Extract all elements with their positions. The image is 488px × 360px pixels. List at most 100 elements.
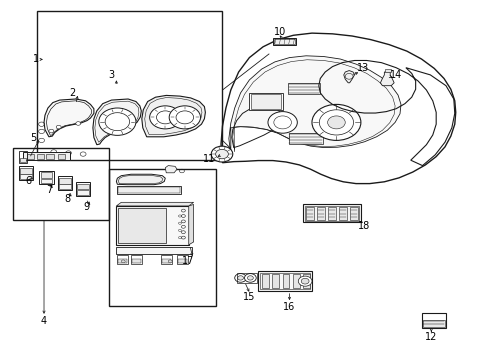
Circle shape [49, 129, 54, 133]
Polygon shape [116, 202, 193, 206]
Polygon shape [343, 71, 354, 83]
Bar [118, 208, 166, 243]
Bar [39, 171, 54, 184]
Bar [422, 320, 444, 327]
Bar [116, 206, 188, 245]
Circle shape [215, 149, 228, 159]
Text: 11: 11 [203, 154, 215, 164]
Bar [46, 154, 54, 159]
Bar [327, 207, 335, 220]
Polygon shape [165, 166, 177, 173]
Circle shape [311, 104, 360, 140]
Circle shape [327, 116, 345, 129]
Bar [117, 255, 128, 264]
Bar [131, 255, 142, 264]
Bar [19, 166, 33, 180]
Text: 12: 12 [424, 332, 437, 342]
Text: 15: 15 [243, 292, 255, 302]
Circle shape [298, 276, 311, 286]
Bar [41, 179, 52, 183]
Bar [251, 94, 280, 109]
Circle shape [121, 260, 125, 263]
Bar [305, 207, 313, 220]
Bar [19, 151, 27, 163]
Text: 1: 1 [33, 54, 39, 64]
Polygon shape [288, 133, 322, 144]
Polygon shape [116, 174, 165, 185]
Bar [58, 154, 65, 159]
Circle shape [247, 276, 253, 280]
Circle shape [169, 106, 200, 129]
Bar [117, 186, 181, 194]
Bar [339, 207, 346, 220]
Circle shape [149, 106, 181, 129]
Bar [77, 184, 89, 189]
Circle shape [301, 278, 308, 284]
Circle shape [267, 112, 297, 133]
Circle shape [56, 125, 61, 129]
Bar [161, 255, 172, 264]
Bar [316, 207, 324, 220]
Bar [273, 39, 295, 44]
Bar [59, 178, 71, 184]
Bar [20, 158, 26, 162]
Bar [178, 259, 186, 263]
Bar [116, 247, 192, 254]
Polygon shape [287, 83, 320, 94]
Text: 10: 10 [273, 27, 285, 37]
Text: 9: 9 [83, 202, 89, 212]
Bar [20, 174, 32, 179]
Bar [41, 172, 52, 178]
Bar [349, 207, 357, 220]
Text: 16: 16 [283, 302, 295, 312]
Bar [37, 11, 222, 160]
Bar [27, 154, 34, 159]
Bar [37, 154, 44, 159]
Text: 6: 6 [25, 176, 31, 186]
Polygon shape [380, 72, 393, 86]
Polygon shape [228, 56, 400, 155]
Text: 7: 7 [46, 185, 52, 195]
Bar [305, 206, 358, 221]
Bar [20, 168, 32, 174]
Bar [282, 274, 289, 288]
Text: 2: 2 [69, 88, 75, 98]
Circle shape [168, 260, 172, 263]
Bar [262, 274, 268, 288]
Circle shape [244, 274, 256, 282]
Text: 18: 18 [357, 221, 370, 231]
Bar [272, 274, 279, 288]
Text: 8: 8 [64, 194, 70, 204]
Bar [118, 187, 180, 193]
Text: 3: 3 [108, 70, 114, 80]
Bar [260, 273, 309, 289]
Polygon shape [93, 99, 141, 145]
Bar [108, 169, 216, 306]
Bar [303, 274, 309, 288]
Circle shape [99, 108, 136, 135]
Circle shape [76, 122, 81, 125]
Bar [303, 204, 360, 222]
Text: 13: 13 [356, 63, 368, 73]
Bar [249, 93, 282, 110]
Bar [76, 182, 90, 196]
Bar [162, 259, 171, 263]
Circle shape [234, 274, 246, 282]
Text: 17: 17 [182, 256, 194, 266]
Bar [132, 259, 141, 263]
Bar [59, 184, 71, 189]
Bar [77, 190, 89, 195]
Circle shape [211, 146, 232, 162]
Bar [384, 69, 390, 72]
Bar [23, 152, 70, 160]
Polygon shape [188, 204, 193, 245]
Text: 4: 4 [41, 316, 47, 326]
Text: 5: 5 [30, 132, 36, 143]
Bar [272, 38, 296, 45]
Bar [177, 255, 187, 264]
Bar [58, 176, 72, 190]
Bar [421, 313, 445, 328]
Circle shape [237, 276, 243, 280]
Polygon shape [142, 95, 205, 137]
Bar [236, 273, 257, 283]
